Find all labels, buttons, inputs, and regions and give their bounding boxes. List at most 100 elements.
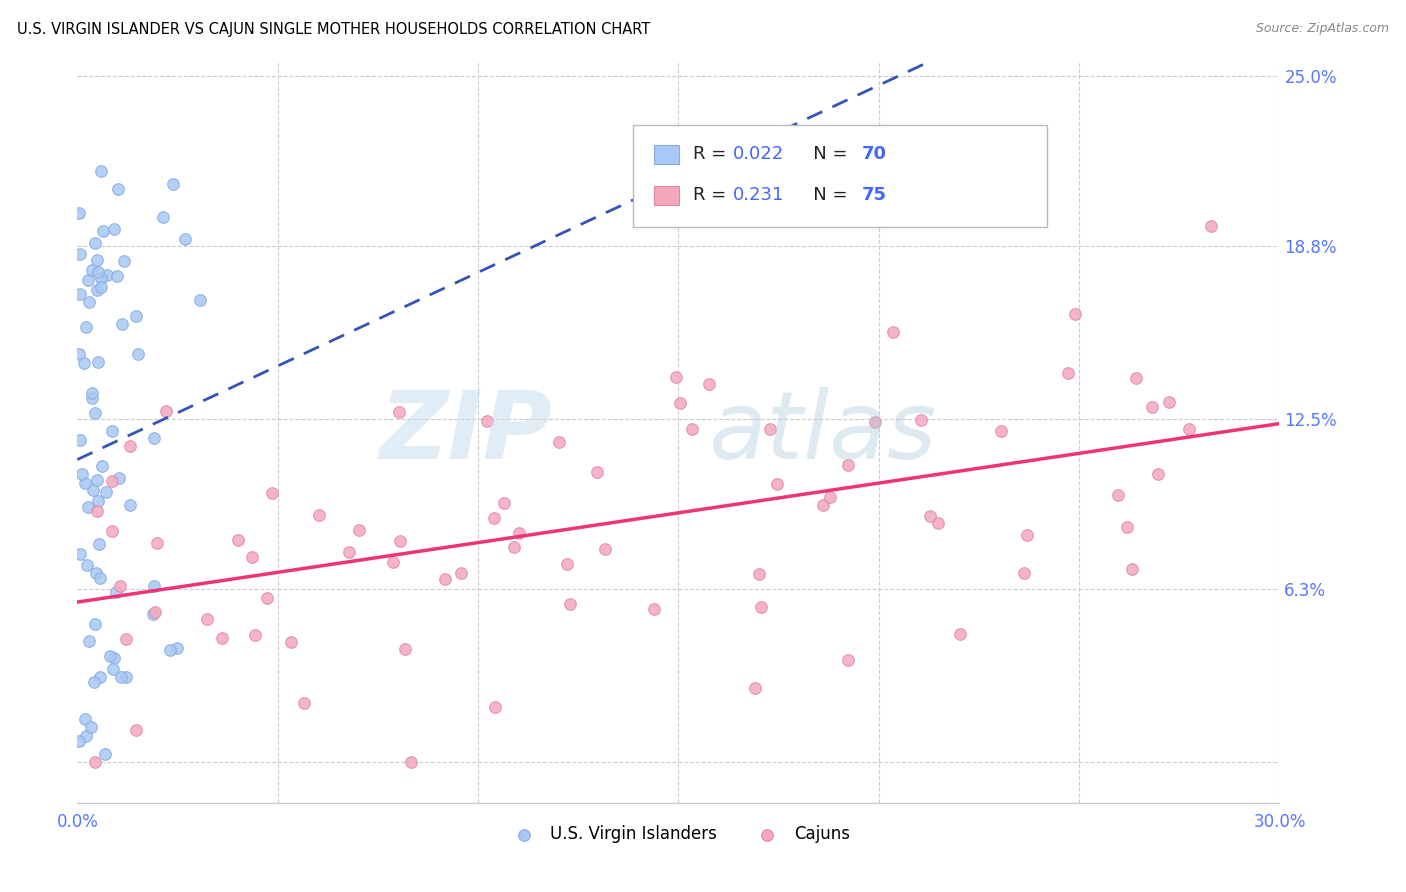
Point	[107, 182, 129, 196]
Point	[67, 206, 90, 220]
Point	[90, 271, 112, 285]
Point	[84, 617, 107, 632]
Point	[1125, 371, 1147, 385]
Point	[100, 524, 122, 539]
Point	[89, 669, 111, 683]
Point	[70, 467, 93, 482]
Point	[882, 325, 904, 339]
Text: N =: N =	[796, 186, 853, 204]
Point	[120, 439, 142, 453]
Point	[86, 355, 108, 369]
Text: R =: R =	[693, 186, 738, 204]
Point	[77, 634, 100, 648]
Point	[90, 280, 112, 294]
Point	[1157, 395, 1180, 409]
Point	[949, 627, 972, 641]
Point	[747, 567, 769, 582]
Point	[494, 495, 516, 509]
Point	[114, 632, 136, 647]
Point	[75, 729, 97, 743]
Point	[1199, 219, 1222, 234]
Point	[127, 346, 149, 360]
Point	[1017, 527, 1039, 541]
Point	[73, 475, 96, 490]
Point	[80, 720, 103, 734]
Point	[1116, 520, 1139, 534]
Point	[84, 406, 107, 420]
Point	[292, 696, 315, 710]
Point	[759, 422, 782, 436]
Point	[665, 370, 688, 384]
Point	[91, 223, 114, 237]
Point	[108, 579, 131, 593]
Point	[749, 599, 772, 614]
Point	[927, 516, 949, 530]
Point	[73, 356, 96, 370]
Point	[82, 386, 104, 401]
Point	[112, 253, 135, 268]
Point	[91, 458, 114, 473]
Point	[595, 541, 617, 556]
Point	[308, 508, 330, 523]
Point	[82, 483, 104, 497]
Point	[94, 485, 117, 500]
Point	[75, 319, 97, 334]
Point	[388, 404, 411, 418]
Point	[101, 474, 124, 488]
Point	[918, 509, 941, 524]
Point	[211, 631, 233, 645]
Point	[280, 635, 302, 649]
Point	[143, 605, 166, 619]
Point	[159, 642, 181, 657]
Point	[865, 416, 887, 430]
Text: Source: ZipAtlas.com: Source: ZipAtlas.com	[1256, 22, 1389, 36]
Point	[142, 607, 165, 621]
Point	[69, 287, 91, 301]
Point	[1014, 566, 1036, 580]
Point	[337, 545, 360, 559]
Point	[401, 755, 423, 769]
Point	[104, 585, 127, 599]
Point	[503, 541, 526, 555]
Point	[484, 510, 506, 524]
Point	[69, 246, 91, 260]
Point	[990, 424, 1012, 438]
Point	[155, 404, 177, 418]
Point	[86, 473, 108, 487]
Point	[111, 317, 134, 331]
Point	[146, 535, 169, 549]
Point	[87, 494, 110, 508]
Point	[76, 558, 98, 572]
Point	[226, 533, 249, 548]
Point	[188, 293, 211, 308]
Point	[80, 391, 103, 405]
Point	[484, 700, 506, 714]
Point	[76, 500, 98, 514]
Point	[87, 537, 110, 551]
Point	[89, 571, 111, 585]
Point	[744, 681, 766, 695]
Point	[79, 294, 101, 309]
Point	[84, 566, 107, 581]
Point	[837, 653, 859, 667]
Point	[388, 534, 411, 549]
Point	[669, 396, 692, 410]
Point	[349, 523, 371, 537]
Point	[643, 602, 665, 616]
Point	[1064, 307, 1087, 321]
Point	[101, 662, 124, 676]
Point	[818, 490, 841, 504]
Point	[115, 670, 138, 684]
Point	[586, 465, 609, 479]
Point	[103, 221, 125, 235]
Point	[143, 579, 166, 593]
Text: 70: 70	[862, 145, 887, 163]
Point	[681, 421, 703, 435]
Point	[86, 283, 108, 297]
Point	[837, 458, 859, 472]
Point	[765, 476, 787, 491]
Point	[125, 723, 148, 737]
Point	[93, 747, 115, 762]
Point	[697, 377, 720, 392]
Point	[67, 347, 90, 361]
